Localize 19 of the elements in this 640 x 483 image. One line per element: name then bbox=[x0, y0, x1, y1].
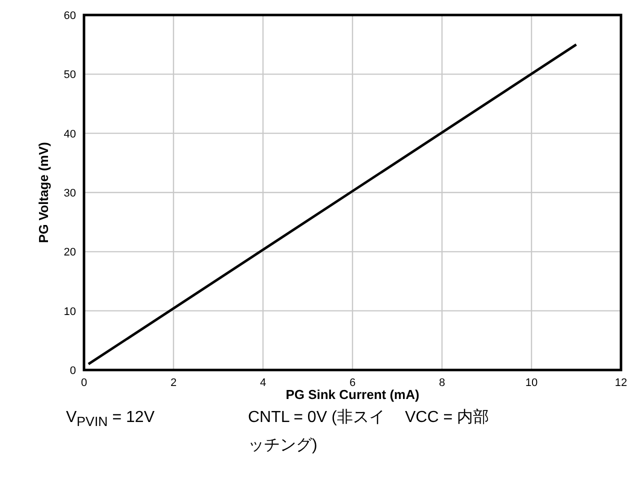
y-tick-label: 10 bbox=[64, 306, 76, 318]
y-tick-label: 30 bbox=[64, 188, 76, 200]
y-tick-label: 20 bbox=[64, 246, 76, 259]
x-tick-label: 4 bbox=[260, 377, 266, 389]
y-tick-label: 0 bbox=[70, 365, 76, 377]
x-axis-title: PG Sink Current (mA) bbox=[286, 387, 420, 402]
x-tick-label: 2 bbox=[170, 377, 177, 389]
text: CNTL = 0V (非スイッチング) bbox=[248, 408, 386, 456]
x-tick-label: 8 bbox=[438, 377, 446, 389]
y-axis-title: PG Voltage (mV) bbox=[36, 142, 51, 243]
text: V$_{PVIN}$ = 12V bbox=[66, 408, 156, 432]
text: VCC = 内部 bbox=[405, 408, 490, 428]
y-tick-label: 60 bbox=[64, 10, 76, 22]
y-tick-label: 40 bbox=[64, 128, 76, 140]
x-tick-label: 12 bbox=[614, 377, 628, 389]
x-tick-label: 6 bbox=[349, 377, 356, 389]
y-tick-label: 50 bbox=[64, 69, 76, 82]
x-tick-label: 10 bbox=[525, 377, 538, 389]
x-tick-label: 0 bbox=[80, 377, 88, 389]
